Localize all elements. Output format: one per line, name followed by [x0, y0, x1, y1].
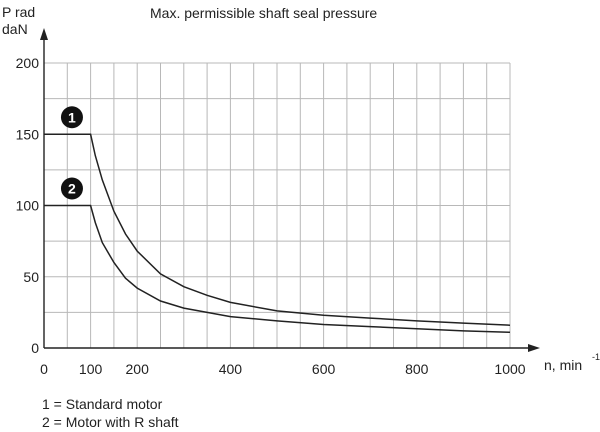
x-axis-label: n, min	[544, 357, 583, 373]
series-marker-label-1: 1	[68, 109, 76, 125]
y-axis-label: P rad	[2, 4, 36, 20]
series-marker-label-2: 2	[68, 181, 76, 197]
x-tick-label: 200	[126, 361, 150, 377]
chart-title: Max. permissible shaft seal pressure	[150, 5, 378, 21]
x-axis-label-exponent: -1	[592, 352, 600, 362]
x-tick-label: 400	[219, 361, 243, 377]
x-tick-label: 0	[40, 361, 48, 377]
y-tick-label: 150	[16, 126, 40, 142]
series-line-1	[44, 133, 511, 326]
y-tick-label: 100	[16, 198, 40, 214]
series-line-2	[44, 204, 511, 334]
x-tick-label: 1000	[494, 361, 525, 377]
legend-note-1: 1 = Standard motor	[42, 396, 163, 412]
y-tick-label: 50	[23, 269, 39, 285]
y-tick-label: 0	[31, 340, 39, 356]
series-marker-1	[60, 106, 83, 129]
y-tick-label: 200	[16, 55, 40, 71]
legend-note-2: 2 = Motor with R shaft	[42, 414, 179, 430]
x-tick-label: 800	[405, 361, 429, 377]
x-axis-arrow	[528, 344, 540, 352]
series-marker-2	[60, 177, 83, 200]
x-tick-label: 600	[312, 361, 336, 377]
y-axis-unit: daN	[2, 21, 28, 37]
y-axis-arrow	[40, 28, 48, 40]
x-tick-label: 100	[79, 361, 103, 377]
